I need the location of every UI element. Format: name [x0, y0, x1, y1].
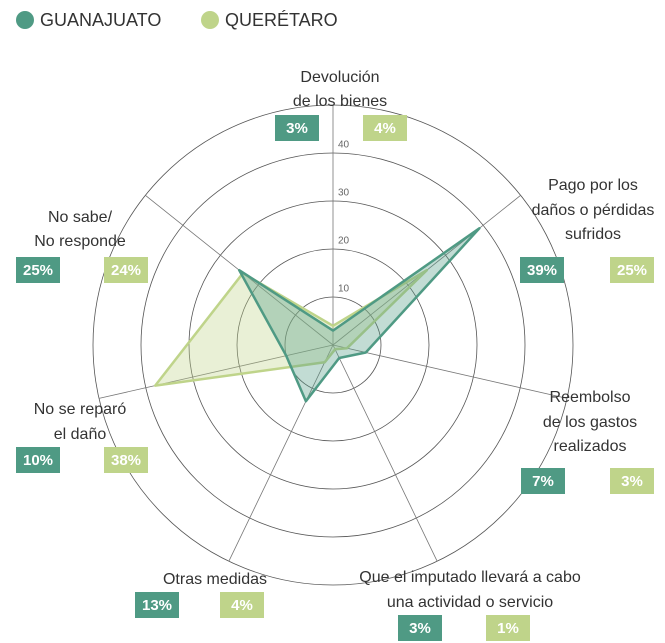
- value-label: 3%: [409, 620, 431, 637]
- category-label: Devolución: [300, 69, 379, 86]
- r-tick-label: 20: [338, 236, 350, 247]
- value-label: 3%: [286, 120, 308, 137]
- category-label: de los bienes: [293, 93, 387, 110]
- value-label: 7%: [532, 473, 554, 490]
- category-label: No responde: [34, 233, 126, 250]
- value-label: 24%: [111, 262, 141, 279]
- value-label: 25%: [617, 262, 647, 279]
- value-label: 1%: [497, 620, 519, 637]
- category-label: daños o pérdidas: [532, 202, 655, 219]
- r-tick-label: 30: [338, 188, 350, 199]
- category-label: una actividad o servicio: [387, 594, 553, 611]
- value-label: 10%: [23, 452, 53, 469]
- chart: GUANAJUATO QUERÉTARO 10 20 30 40 Devolución de …: [0, 0, 665, 643]
- radar-area: [239, 228, 479, 401]
- category-label: No sabe/: [48, 209, 113, 226]
- category-label: Otras medidas: [163, 571, 267, 588]
- r-tick-label: 10: [338, 284, 350, 295]
- value-label: 39%: [527, 262, 557, 279]
- value-label: 38%: [111, 452, 141, 469]
- r-tick-label: 40: [338, 140, 350, 151]
- spoke: [333, 345, 567, 398]
- value-label: 13%: [142, 597, 172, 614]
- category-label: de los gastos: [543, 414, 637, 431]
- legend-swatch: [201, 11, 219, 29]
- legend-label: QUERÉTARO: [225, 10, 338, 30]
- legend-swatch: [16, 11, 34, 29]
- category-label: el daño: [54, 426, 107, 443]
- category-label: Que el imputado llevará a cabo: [359, 569, 581, 586]
- category-label: sufridos: [565, 226, 621, 243]
- category-label: realizados: [554, 438, 627, 455]
- category-label: No se reparó: [34, 401, 127, 418]
- category-label: Reembolso: [550, 389, 631, 406]
- legend-label: GUANAJUATO: [40, 10, 161, 30]
- value-label: 4%: [231, 597, 253, 614]
- spoke: [333, 345, 437, 561]
- value-label: 25%: [23, 262, 53, 279]
- value-label: 4%: [374, 120, 396, 137]
- category-label: Pago por los: [548, 177, 638, 194]
- value-label: 3%: [621, 473, 643, 490]
